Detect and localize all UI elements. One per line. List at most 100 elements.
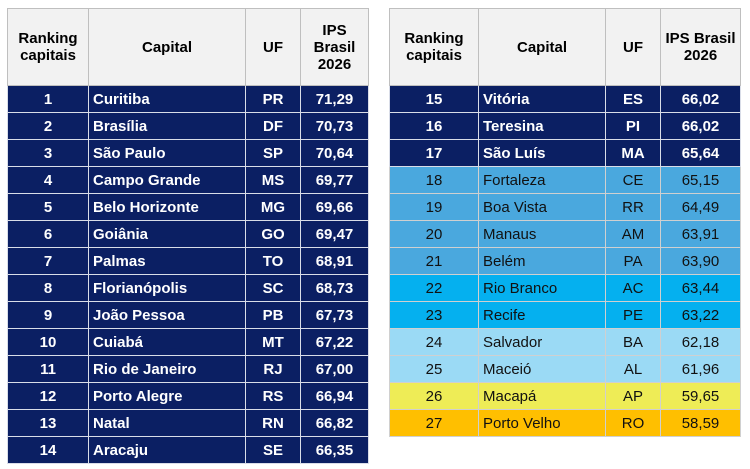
- uf-cell: RO: [605, 409, 661, 437]
- capital-cell: Natal: [88, 409, 246, 437]
- ips-cell: 67,00: [300, 355, 369, 383]
- ips-cell: 64,49: [660, 193, 741, 221]
- capital-cell: Manaus: [478, 220, 606, 248]
- uf-cell: TO: [245, 247, 301, 275]
- uf-cell: BA: [605, 328, 661, 356]
- uf-cell: RN: [245, 409, 301, 437]
- header-cell: IPS Brasil 2026: [660, 8, 741, 86]
- table-row: 1 Curitiba PR 71,29: [7, 85, 369, 113]
- capital-cell: Rio de Janeiro: [88, 355, 246, 383]
- capital-cell: Aracaju: [88, 436, 246, 464]
- ranking-table: Ranking capitais Capital UF IPS Brasil 2026…: [7, 8, 369, 464]
- capital-cell: Curitiba: [88, 85, 246, 113]
- uf-cell: AP: [605, 382, 661, 410]
- rank-cell: 16: [389, 112, 479, 140]
- table-row: 8 Florianópolis SC 68,73: [7, 274, 369, 302]
- capital-cell: Fortaleza: [478, 166, 606, 194]
- capital-cell: Belém: [478, 247, 606, 275]
- table-row: 10 Cuiabá MT 67,22: [7, 328, 369, 356]
- capital-cell: Maceió: [478, 355, 606, 383]
- uf-cell: DF: [245, 112, 301, 140]
- table-row: 23 Recife PE 63,22: [389, 301, 741, 329]
- uf-cell: ES: [605, 85, 661, 113]
- uf-cell: AM: [605, 220, 661, 248]
- header-cell: Ranking capitais: [389, 8, 479, 86]
- table-row: 17 São Luís MA 65,64: [389, 139, 741, 167]
- capital-cell: Recife: [478, 301, 606, 329]
- table-row: 6 Goiânia GO 69,47: [7, 220, 369, 248]
- table-row: 4 Campo Grande MS 69,77: [7, 166, 369, 194]
- table-row: 13 Natal RN 66,82: [7, 409, 369, 437]
- uf-cell: MG: [245, 193, 301, 221]
- table-row: 11 Rio de Janeiro RJ 67,00: [7, 355, 369, 383]
- uf-cell: MT: [245, 328, 301, 356]
- capital-cell: Florianópolis: [88, 274, 246, 302]
- rank-cell: 9: [7, 301, 89, 329]
- capital-cell: Teresina: [478, 112, 606, 140]
- capital-cell: Cuiabá: [88, 328, 246, 356]
- table-row: 5 Belo Horizonte MG 69,66: [7, 193, 369, 221]
- rank-cell: 25: [389, 355, 479, 383]
- uf-cell: GO: [245, 220, 301, 248]
- uf-cell: PE: [605, 301, 661, 329]
- capital-cell: São Paulo: [88, 139, 246, 167]
- rank-cell: 3: [7, 139, 89, 167]
- rank-cell: 5: [7, 193, 89, 221]
- uf-cell: AC: [605, 274, 661, 302]
- uf-cell: SC: [245, 274, 301, 302]
- header-cell: Capital: [478, 8, 606, 86]
- rank-cell: 2: [7, 112, 89, 140]
- table-row: 19 Boa Vista RR 64,49: [389, 193, 741, 221]
- rank-cell: 15: [389, 85, 479, 113]
- table-row: 27 Porto Velho RO 58,59: [389, 409, 741, 437]
- rank-cell: 26: [389, 382, 479, 410]
- header-row: Ranking capitais Capital UF IPS Brasil 2026: [7, 8, 369, 86]
- rank-cell: 7: [7, 247, 89, 275]
- rank-cell: 21: [389, 247, 479, 275]
- ips-cell: 70,73: [300, 112, 369, 140]
- uf-cell: RR: [605, 193, 661, 221]
- uf-cell: SE: [245, 436, 301, 464]
- rank-cell: 17: [389, 139, 479, 167]
- uf-cell: RS: [245, 382, 301, 410]
- rank-cell: 1: [7, 85, 89, 113]
- rank-cell: 27: [389, 409, 479, 437]
- capital-cell: Palmas: [88, 247, 246, 275]
- rank-cell: 13: [7, 409, 89, 437]
- uf-cell: MA: [605, 139, 661, 167]
- capital-cell: João Pessoa: [88, 301, 246, 329]
- rank-cell: 18: [389, 166, 479, 194]
- rank-cell: 14: [7, 436, 89, 464]
- header-cell: IPS Brasil 2026: [300, 8, 369, 86]
- table-row: 15 Vitória ES 66,02: [389, 85, 741, 113]
- capital-cell: Boa Vista: [478, 193, 606, 221]
- capital-cell: Salvador: [478, 328, 606, 356]
- capital-cell: Macapá: [478, 382, 606, 410]
- uf-cell: PA: [605, 247, 661, 275]
- table-row: 14 Aracaju SE 66,35: [7, 436, 369, 464]
- ips-cell: 68,91: [300, 247, 369, 275]
- rank-cell: 20: [389, 220, 479, 248]
- capital-cell: Porto Velho: [478, 409, 606, 437]
- ips-cell: 66,82: [300, 409, 369, 437]
- ips-cell: 71,29: [300, 85, 369, 113]
- uf-cell: RJ: [245, 355, 301, 383]
- table-row: 26 Macapá AP 59,65: [389, 382, 741, 410]
- header-cell: UF: [245, 8, 301, 86]
- ips-cell: 65,64: [660, 139, 741, 167]
- uf-cell: AL: [605, 355, 661, 383]
- capital-cell: Porto Alegre: [88, 382, 246, 410]
- table-row: 18 Fortaleza CE 65,15: [389, 166, 741, 194]
- uf-cell: PI: [605, 112, 661, 140]
- capital-cell: Brasília: [88, 112, 246, 140]
- ips-cell: 70,64: [300, 139, 369, 167]
- uf-cell: PR: [245, 85, 301, 113]
- ips-cell: 69,47: [300, 220, 369, 248]
- uf-cell: CE: [605, 166, 661, 194]
- table-row: 12 Porto Alegre RS 66,94: [7, 382, 369, 410]
- table-row: 24 Salvador BA 62,18: [389, 328, 741, 356]
- table-row: 16 Teresina PI 66,02: [389, 112, 741, 140]
- table-row: 3 São Paulo SP 70,64: [7, 139, 369, 167]
- rank-cell: 19: [389, 193, 479, 221]
